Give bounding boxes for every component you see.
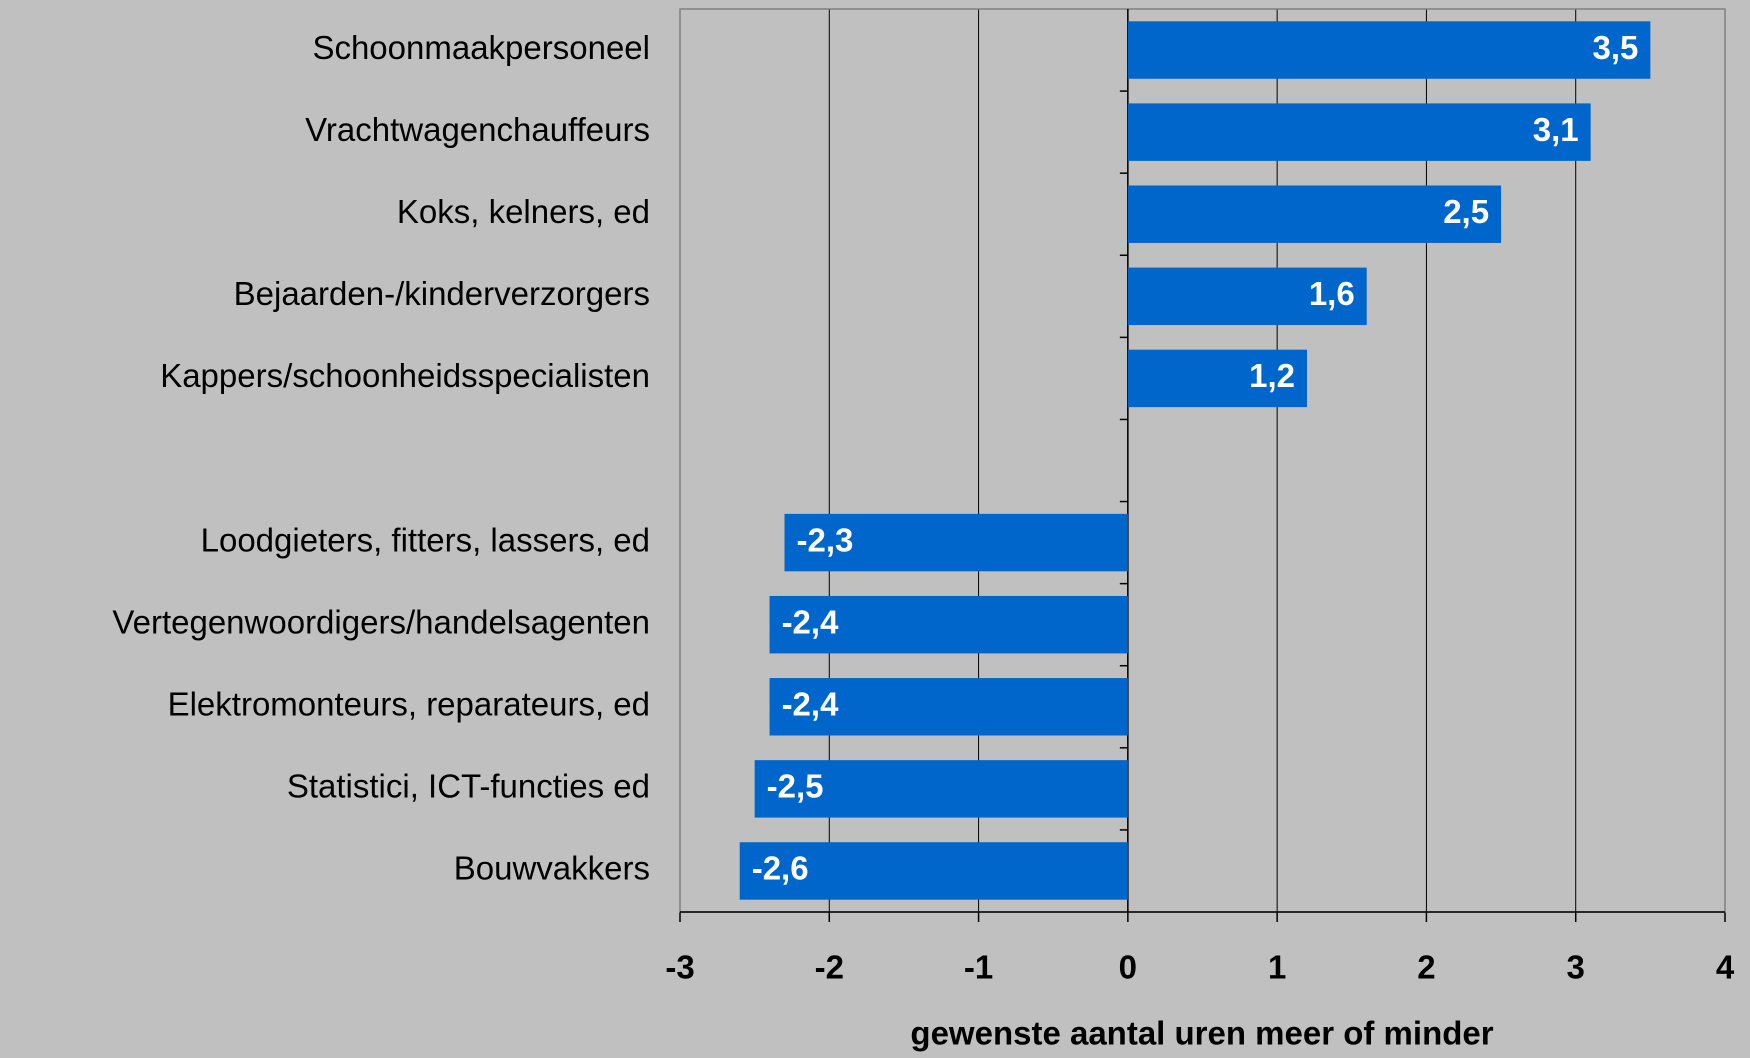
x-tick-label: -2 — [815, 949, 844, 986]
x-tick-label: 0 — [1119, 949, 1137, 986]
bar — [1127, 185, 1502, 243]
category-label: Bouwvakkers — [454, 850, 650, 887]
x-tick-label: 1 — [1268, 949, 1286, 986]
x-tick-label: -1 — [964, 949, 993, 986]
value-label: -2,4 — [782, 685, 840, 722]
category-label: Vrachtwagenchauffeurs — [305, 111, 650, 148]
x-axis-title: gewenste aantal uren meer of minder — [910, 1015, 1493, 1052]
value-label: 3,5 — [1592, 29, 1638, 66]
x-tick-label: 2 — [1417, 949, 1435, 986]
value-label: 2,5 — [1443, 193, 1489, 230]
bar — [784, 513, 1128, 572]
value-label: -2,3 — [797, 521, 854, 558]
x-tick-label: 4 — [1716, 949, 1735, 986]
bar — [754, 760, 1128, 818]
bar — [769, 595, 1128, 654]
value-label: 1,6 — [1309, 275, 1355, 312]
category-label: Statistici, ICT-functies ed — [287, 768, 650, 805]
bar — [1127, 103, 1591, 161]
category-label: Loodgieters, fitters, lassers, ed — [201, 521, 650, 558]
category-label: Elektromonteurs, reparateurs, ed — [168, 685, 650, 722]
x-tick-label: 3 — [1567, 949, 1585, 986]
value-label: -2,5 — [767, 768, 824, 805]
category-label: Kappers/schoonheidsspecialisten — [160, 357, 650, 394]
x-tick-label: -3 — [665, 949, 694, 986]
value-label: 1,2 — [1249, 357, 1295, 394]
category-label: Koks, kelners, ed — [397, 193, 650, 230]
category-label: Bejaarden-/kinderverzorgers — [234, 275, 650, 312]
value-label: 3,1 — [1533, 111, 1579, 148]
category-label: Vertegenwoordigers/handelsagenten — [112, 603, 650, 640]
bar — [1127, 267, 1367, 326]
bar — [739, 842, 1128, 900]
value-label: -2,6 — [752, 850, 809, 887]
bar — [1127, 349, 1307, 408]
category-label: Schoonmaakpersoneel — [312, 29, 650, 66]
bar — [1127, 21, 1651, 79]
bar — [769, 678, 1128, 736]
value-label: -2,4 — [782, 603, 840, 640]
